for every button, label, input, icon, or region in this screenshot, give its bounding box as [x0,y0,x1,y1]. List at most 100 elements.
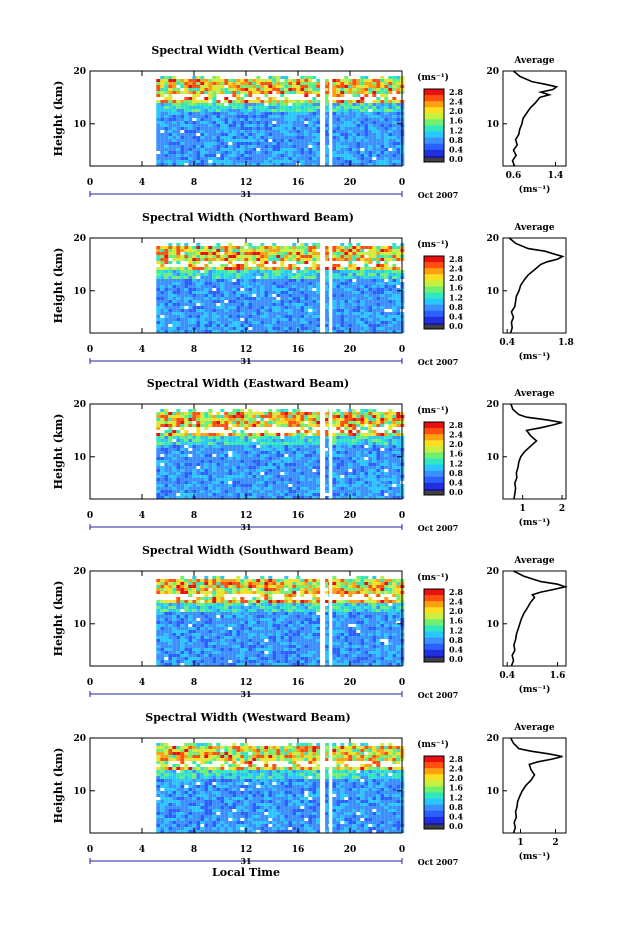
colorbar-tick-label: 1.2 [449,125,463,135]
heatmap-cell [160,91,165,94]
heatmap-cell [228,103,233,106]
heatmap-cell [176,151,181,154]
heatmap-cell [392,255,397,258]
heatmap-cell [284,451,289,454]
heatmap-cell [324,439,329,442]
heatmap-cell [216,442,221,445]
heatmap-cell [384,145,389,148]
heatmap-cell [192,481,197,484]
heatmap-cell [220,88,225,91]
heatmap-cell [288,288,293,291]
heatmap-cell [336,288,341,291]
heatmap-cell [176,469,181,472]
heatmap-cell [324,273,329,276]
heatmap-cell [300,330,305,333]
heatmap-cell [344,145,349,148]
heatmap-cell [356,433,361,436]
colorbar-segment [424,325,444,329]
heatmap-cell [284,91,289,94]
heatmap-cell [252,469,257,472]
heatmap-cell [208,424,213,427]
heatmap-cell [260,303,265,306]
heatmap-cell [180,484,185,487]
heatmap-cell [300,469,305,472]
heatmap-cell [392,252,397,255]
heatmap-cell [376,118,381,121]
heatmap-cell [156,321,161,324]
heatmap-cell [200,139,205,142]
heatmap-cell [360,448,365,451]
heatmap-cell [352,330,357,333]
heatmap-cell [240,157,245,160]
heatmap-cell [304,282,309,285]
heatmap-cell [384,267,389,270]
heatmap-cell [212,127,217,130]
heatmap-cell [276,496,281,499]
colorbar-tick-label: 2.8 [449,254,463,264]
heatmap-cell [340,436,345,439]
heatmap-cell [352,415,357,418]
heatmap-cell [260,139,265,142]
heatmap-cell [264,130,269,133]
heatmap-cell [344,324,349,327]
heatmap-cell [284,279,289,282]
heatmap-cell [396,300,401,303]
heatmap-cell [356,306,361,309]
heatmap-cell [284,258,289,261]
heatmap-cell [272,312,277,315]
heatmap-cell [276,466,281,469]
heatmap-cell [304,297,309,300]
heatmap-cell [316,88,321,91]
heatmap-cell [160,324,165,327]
heatmap-cell [156,136,161,139]
heatmap-cell [212,112,217,115]
heatmap-cell [244,148,249,151]
heatmap-cell [180,493,185,496]
heatmap-cell [356,106,361,109]
heatmap-cell [196,103,201,106]
heatmap-cell [336,258,341,261]
heatmap-cell [380,303,385,306]
heatmap-cell [160,285,165,288]
heatmap-cell [276,433,281,436]
heatmap-cell [260,315,265,318]
heatmap-cell [256,163,261,166]
heatmap-cell [360,418,365,421]
heatmap-cell [384,118,389,121]
heatmap-cell [236,279,241,282]
heatmap-cell [272,124,277,127]
heatmap-cell [352,249,357,252]
heatmap-cell [256,279,261,282]
heatmap-cell [368,160,373,163]
heatmap-cell [236,445,241,448]
x-tick-label: 8 [191,178,197,188]
heatmap-cell [276,76,281,79]
heatmap-cell [260,300,265,303]
heatmap-cell [396,291,401,294]
heatmap-cell [204,82,209,85]
heatmap-cell [372,145,377,148]
heatmap-cell [196,436,201,439]
heatmap-cell [332,157,337,160]
heatmap-cell [244,285,249,288]
heatmap-cell [208,109,213,112]
heatmap-cell [372,127,377,130]
heatmap-cell [180,79,185,82]
heatmap-cell [316,273,321,276]
heatmap-cell [156,148,161,151]
heatmap-cell [384,327,389,330]
heatmap-cell [244,136,249,139]
heatmap-cell [196,448,201,451]
heatmap-cell [332,148,337,151]
heatmap-cell [164,100,169,103]
heatmap-cell [228,294,233,297]
heatmap-cell [304,496,309,499]
heatmap-cell [260,466,265,469]
heatmap-cell [196,484,201,487]
heatmap-cell [296,312,301,315]
heatmap-cell [192,76,197,79]
heatmap-cell [168,145,173,148]
heatmap-cell [204,484,209,487]
heatmap-cell [220,321,225,324]
heatmap-cell [312,112,317,115]
